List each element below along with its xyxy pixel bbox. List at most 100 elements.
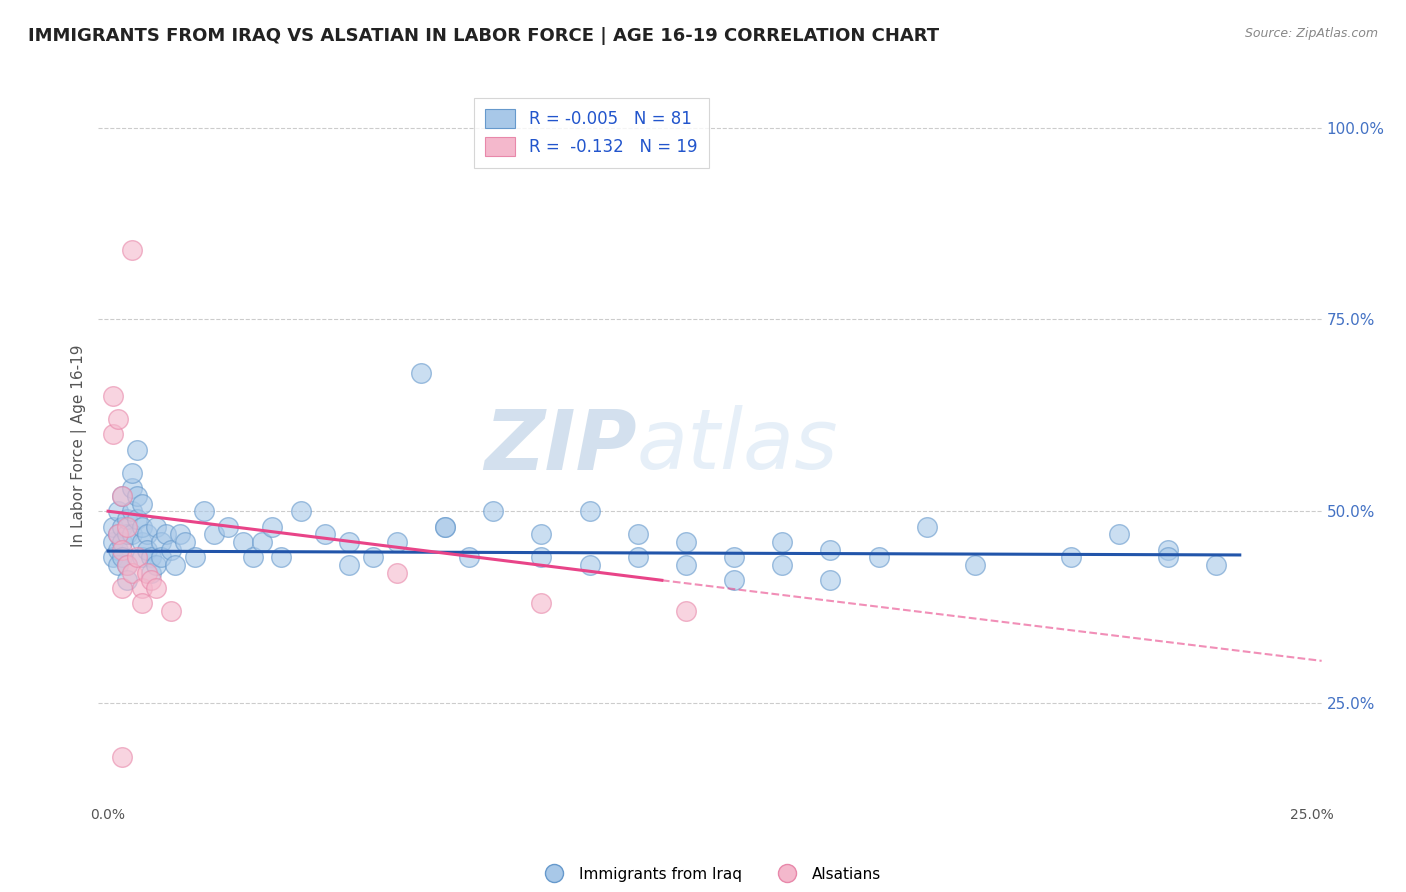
Point bbox=[111, 489, 134, 503]
Point bbox=[141, 550, 163, 565]
Point bbox=[107, 558, 129, 572]
Point bbox=[125, 550, 148, 565]
Point bbox=[111, 535, 134, 549]
Point bbox=[184, 550, 207, 565]
Point bbox=[125, 442, 148, 457]
Point bbox=[145, 581, 167, 595]
Point bbox=[111, 542, 134, 557]
Point bbox=[770, 558, 793, 572]
Point bbox=[260, 519, 283, 533]
Point bbox=[385, 535, 408, 549]
Point bbox=[337, 535, 360, 549]
Point bbox=[155, 527, 177, 541]
Point bbox=[111, 749, 134, 764]
Point bbox=[117, 558, 139, 572]
Point bbox=[107, 504, 129, 518]
Point bbox=[578, 504, 600, 518]
Point bbox=[217, 519, 239, 533]
Point bbox=[141, 566, 163, 580]
Point bbox=[125, 489, 148, 503]
Point bbox=[820, 574, 842, 588]
Point bbox=[117, 512, 139, 526]
Point bbox=[675, 535, 697, 549]
Y-axis label: In Labor Force | Age 16-19: In Labor Force | Age 16-19 bbox=[72, 344, 87, 548]
Point bbox=[135, 542, 157, 557]
Point bbox=[101, 550, 124, 565]
Point bbox=[131, 535, 153, 549]
Point bbox=[117, 519, 139, 533]
Point bbox=[1156, 550, 1178, 565]
Point bbox=[458, 550, 481, 565]
Point bbox=[1108, 527, 1130, 541]
Point bbox=[963, 558, 986, 572]
Point bbox=[150, 550, 173, 565]
Point bbox=[530, 527, 553, 541]
Text: Source: ZipAtlas.com: Source: ZipAtlas.com bbox=[1244, 27, 1378, 40]
Point bbox=[111, 581, 134, 595]
Point bbox=[434, 519, 457, 533]
Point bbox=[121, 481, 143, 495]
Text: atlas: atlas bbox=[637, 406, 838, 486]
Point bbox=[578, 558, 600, 572]
Point bbox=[482, 504, 505, 518]
Point bbox=[868, 550, 890, 565]
Point bbox=[121, 466, 143, 480]
Point bbox=[101, 535, 124, 549]
Point bbox=[530, 550, 553, 565]
Point bbox=[174, 535, 197, 549]
Point bbox=[627, 527, 650, 541]
Point bbox=[141, 574, 163, 588]
Point bbox=[107, 527, 129, 541]
Point bbox=[131, 519, 153, 533]
Point bbox=[915, 519, 938, 533]
Point bbox=[385, 566, 408, 580]
Point bbox=[107, 542, 129, 557]
Point bbox=[117, 558, 139, 572]
Point bbox=[723, 550, 745, 565]
Point bbox=[1060, 550, 1083, 565]
Text: ZIP: ZIP bbox=[484, 406, 637, 486]
Point bbox=[121, 244, 143, 258]
Point bbox=[159, 604, 181, 618]
Point bbox=[101, 427, 124, 442]
Point bbox=[530, 596, 553, 610]
Point bbox=[107, 527, 129, 541]
Point bbox=[145, 519, 167, 533]
Legend: Immigrants from Iraq, Alsatians: Immigrants from Iraq, Alsatians bbox=[533, 861, 887, 888]
Point bbox=[202, 527, 225, 541]
Point bbox=[242, 550, 264, 565]
Point bbox=[131, 497, 153, 511]
Point bbox=[111, 550, 134, 565]
Point bbox=[159, 542, 181, 557]
Point bbox=[131, 550, 153, 565]
Point bbox=[250, 535, 273, 549]
Point bbox=[135, 566, 157, 580]
Point bbox=[101, 389, 124, 403]
Point bbox=[107, 412, 129, 426]
Point bbox=[270, 550, 292, 565]
Point bbox=[314, 527, 336, 541]
Point bbox=[145, 558, 167, 572]
Point bbox=[131, 596, 153, 610]
Point bbox=[193, 504, 215, 518]
Point bbox=[1205, 558, 1227, 572]
Point bbox=[131, 581, 153, 595]
Point bbox=[111, 519, 134, 533]
Point bbox=[675, 604, 697, 618]
Point bbox=[101, 519, 124, 533]
Point bbox=[232, 535, 254, 549]
Point bbox=[723, 574, 745, 588]
Point bbox=[111, 489, 134, 503]
Point bbox=[337, 558, 360, 572]
Point bbox=[169, 527, 191, 541]
Point bbox=[135, 527, 157, 541]
Text: IMMIGRANTS FROM IRAQ VS ALSATIAN IN LABOR FORCE | AGE 16-19 CORRELATION CHART: IMMIGRANTS FROM IRAQ VS ALSATIAN IN LABO… bbox=[28, 27, 939, 45]
Point bbox=[361, 550, 384, 565]
Point bbox=[117, 574, 139, 588]
Point bbox=[434, 519, 457, 533]
Point bbox=[675, 558, 697, 572]
Point bbox=[121, 527, 143, 541]
Point bbox=[627, 550, 650, 565]
Point bbox=[125, 512, 148, 526]
Point bbox=[121, 566, 143, 580]
